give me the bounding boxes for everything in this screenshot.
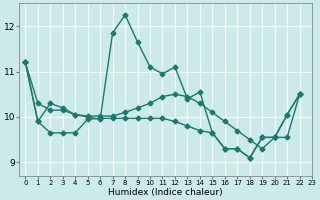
X-axis label: Humidex (Indice chaleur): Humidex (Indice chaleur) <box>108 188 223 197</box>
